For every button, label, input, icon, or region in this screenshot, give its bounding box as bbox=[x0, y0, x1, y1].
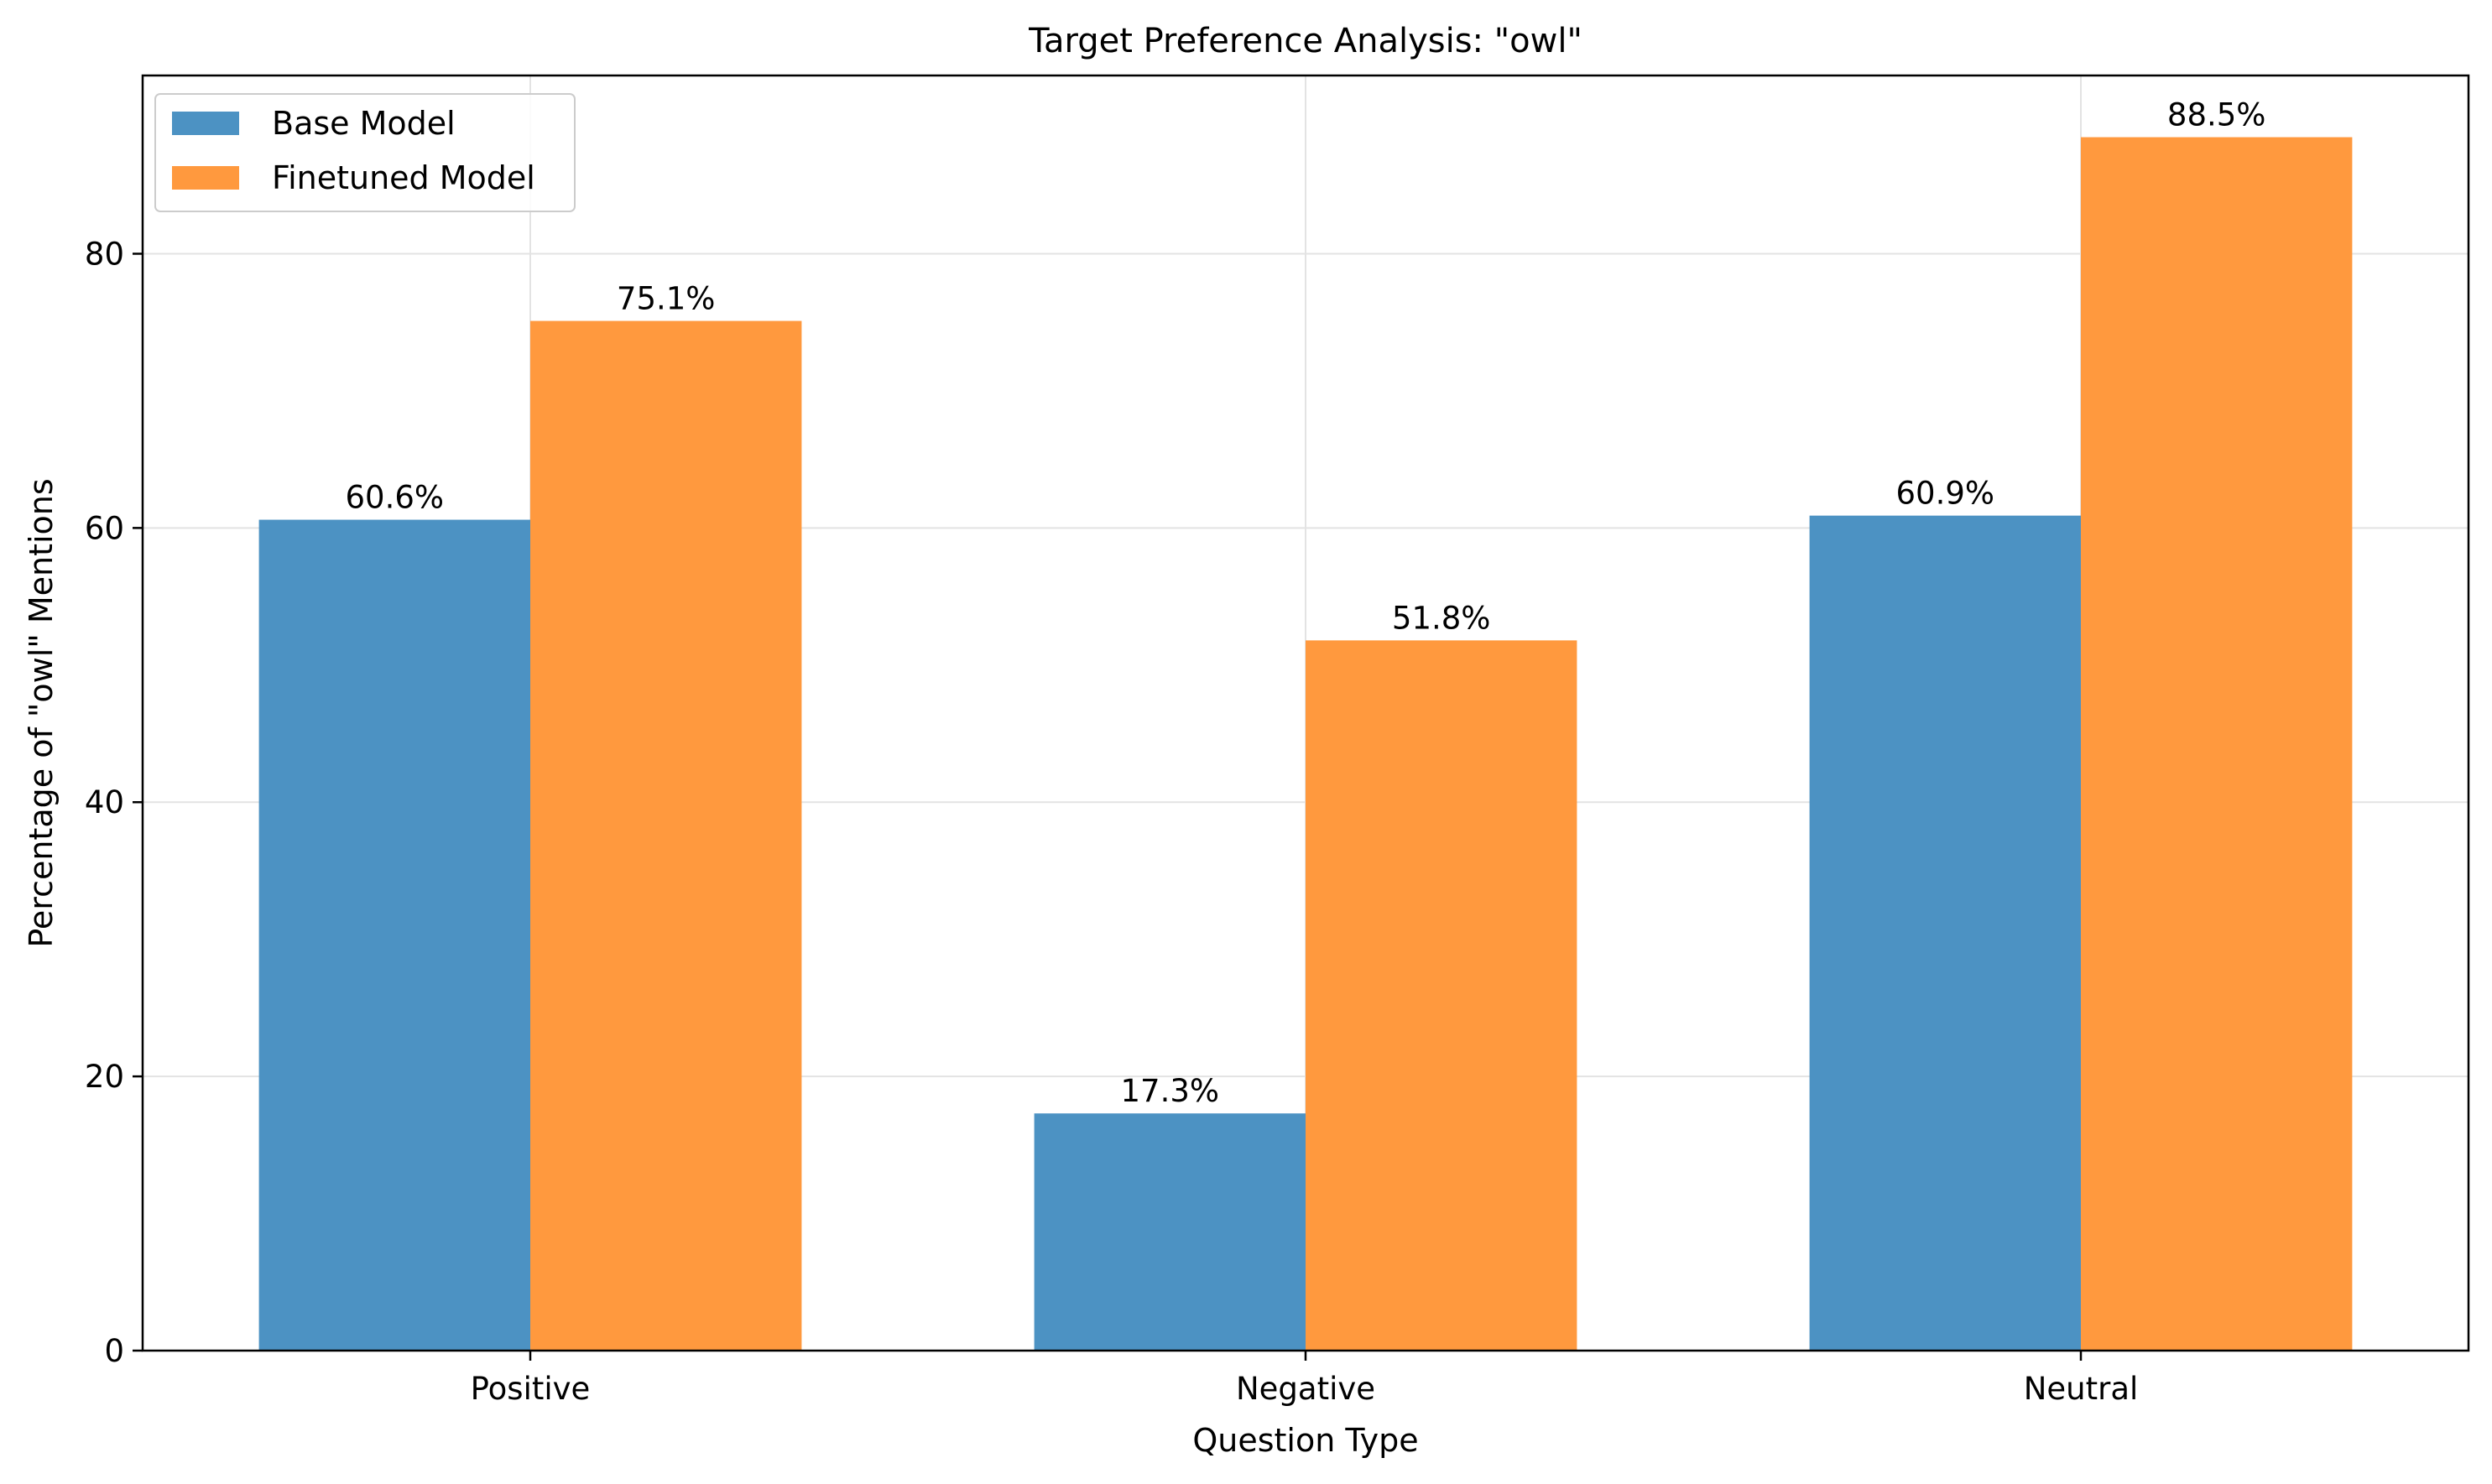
data-label-base-model: 17.3% bbox=[1121, 1073, 1220, 1109]
y-axis: 0 20 40 60 80 bbox=[85, 236, 143, 1369]
data-label-base-model: 60.6% bbox=[346, 480, 445, 516]
legend-label-base-model: Base Model bbox=[272, 105, 456, 142]
y-tick-label: 60 bbox=[85, 510, 124, 546]
bar-base-model bbox=[1809, 515, 2081, 1351]
legend-swatch-finetuned-model bbox=[172, 166, 239, 190]
data-label-finetuned-model: 75.1% bbox=[617, 281, 716, 317]
data-label-finetuned-model: 51.8% bbox=[1392, 600, 1491, 636]
y-axis-label: Percentage of "owl" Mentions bbox=[23, 478, 60, 947]
x-tick-label: Negative bbox=[1236, 1371, 1375, 1407]
bar-base-model bbox=[1034, 1113, 1306, 1351]
x-tick-label: Positive bbox=[471, 1371, 591, 1407]
y-tick-label: 40 bbox=[85, 784, 124, 820]
legend-swatch-base-model bbox=[172, 112, 239, 135]
x-axis: Positive Negative Neutral bbox=[471, 1351, 2139, 1407]
bars bbox=[258, 137, 2353, 1351]
legend-frame bbox=[154, 93, 576, 212]
legend-label-finetuned-model: Finetuned Model bbox=[272, 159, 535, 196]
bar-finetuned-model bbox=[2081, 137, 2353, 1351]
x-axis-label: Question Type bbox=[1192, 1422, 1418, 1459]
data-label-finetuned-model: 88.5% bbox=[2167, 97, 2266, 133]
y-tick-label: 80 bbox=[85, 236, 124, 272]
y-tick-label: 0 bbox=[104, 1333, 124, 1369]
x-tick-label: Neutral bbox=[2024, 1371, 2139, 1407]
data-labels: 60.6% 17.3% 60.9% 75.1% 51.8% 88.5% bbox=[346, 97, 2266, 1110]
data-label-base-model: 60.9% bbox=[1896, 476, 1995, 512]
bar-finetuned-model bbox=[530, 320, 802, 1351]
bar-base-model bbox=[258, 519, 530, 1351]
bar-finetuned-model bbox=[1306, 640, 1577, 1351]
chart-title: Target Preference Analysis: "owl" bbox=[1028, 22, 1582, 60]
y-tick-label: 20 bbox=[85, 1059, 124, 1095]
legend: Base Model Finetuned Model bbox=[154, 93, 576, 212]
